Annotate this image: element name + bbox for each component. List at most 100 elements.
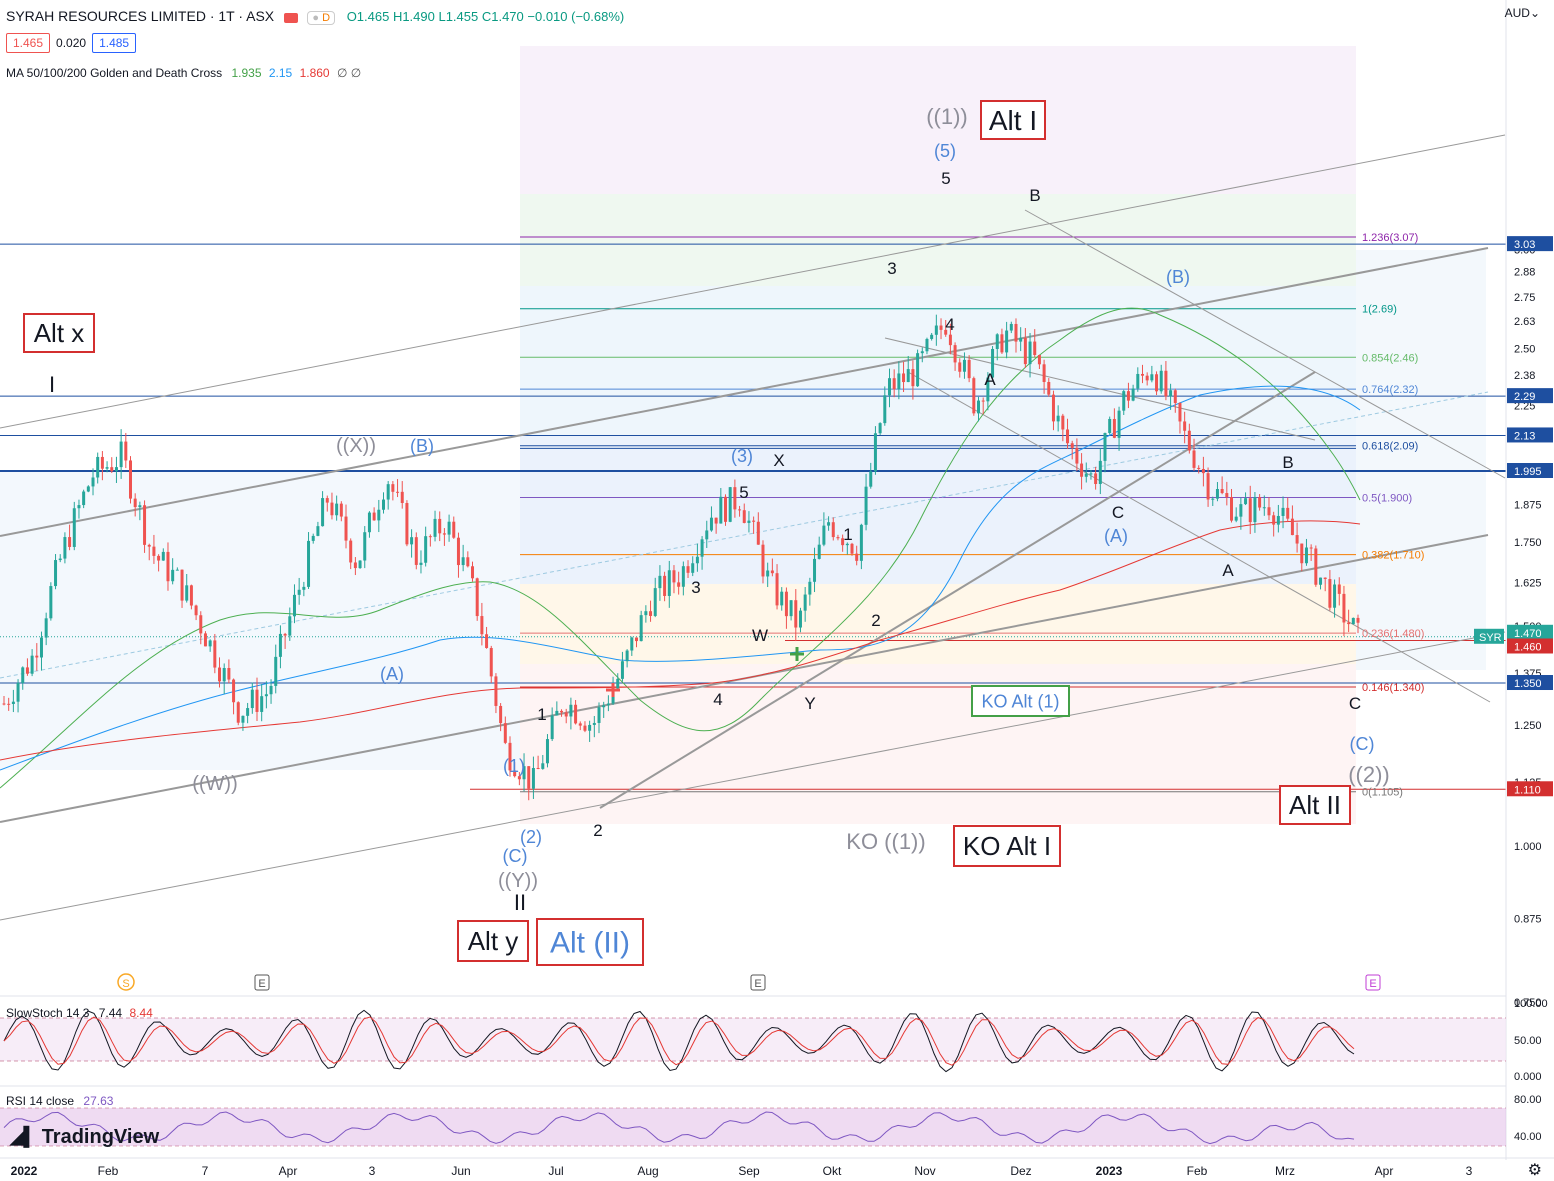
chart-header: SYRAH RESOURCES LIMITED · 1T · ASX ● D O… — [6, 8, 624, 25]
candle-body — [859, 524, 863, 561]
candle-body — [325, 498, 329, 503]
event-marker — [1365, 974, 1381, 991]
y-tick-label: 1.625 — [1514, 577, 1542, 589]
stoch-legend[interactable]: SlowStoch 14 3 7.44 8.44 — [6, 1006, 153, 1020]
candle-body — [634, 637, 638, 642]
candle-body — [920, 351, 924, 354]
candle-body — [292, 594, 296, 617]
candle-body — [602, 705, 606, 708]
candle-body — [1000, 334, 1004, 353]
boxed-label-text: Alt y — [468, 926, 519, 956]
candle-body — [232, 679, 236, 703]
candle-body — [250, 689, 254, 709]
time-tick-label: Apr — [279, 1164, 298, 1178]
candle-body — [316, 526, 320, 536]
ask-price[interactable]: 1.485 — [92, 33, 137, 53]
candle-body — [466, 557, 470, 567]
candle-body — [330, 502, 334, 516]
tradingview-logo[interactable]: ◢▍ TradingView — [10, 1126, 160, 1148]
candle-body — [1304, 547, 1308, 564]
price-axis-tag — [1507, 463, 1553, 478]
time-tick-label: Feb — [1187, 1164, 1208, 1178]
candle-body — [274, 656, 278, 686]
candle-body — [639, 615, 643, 642]
candle-body — [7, 703, 11, 705]
candle-body — [447, 521, 451, 535]
candle-body — [96, 456, 100, 478]
y-tick-label: 0.875 — [1514, 913, 1542, 925]
time-tick-label: Apr — [1375, 1164, 1394, 1178]
candle-body — [396, 491, 400, 493]
candle-body — [733, 487, 737, 510]
boxed-label-text: KO Alt I — [963, 831, 1051, 861]
candle-body — [391, 484, 395, 492]
candle-body — [1215, 489, 1219, 499]
candle-body — [672, 570, 676, 583]
candle-body — [869, 471, 873, 487]
candle-body — [649, 611, 653, 616]
candle-body — [367, 512, 371, 533]
gear-icon[interactable]: ⚙ — [1527, 1162, 1542, 1179]
candle-body — [386, 484, 390, 500]
rsi-pane — [0, 1107, 1506, 1147]
candle-body — [339, 503, 343, 517]
candle-body — [236, 702, 240, 723]
candle-body — [958, 362, 962, 372]
spread-value: 0.020 — [56, 36, 87, 50]
y-tick-label: 2.88 — [1514, 267, 1535, 279]
candle-body — [1122, 391, 1126, 411]
candle-body — [555, 710, 559, 716]
candle-body — [536, 767, 540, 769]
data-flag-badge[interactable]: ● D — [307, 11, 336, 25]
candle-body — [344, 516, 348, 541]
candle-body — [588, 724, 592, 731]
candle-body — [1300, 543, 1304, 564]
rsi-legend[interactable]: RSI 14 close 27.63 — [6, 1094, 113, 1108]
candle-body — [667, 570, 671, 596]
candle-body — [705, 530, 709, 540]
flag-icon[interactable] — [283, 12, 298, 23]
price-axis-tag — [1507, 388, 1553, 404]
boxed-label-text: Alt I — [989, 105, 1037, 136]
wave-label: (3) — [731, 446, 753, 466]
wave-label: (C) — [1350, 734, 1375, 754]
candle-body — [16, 682, 20, 702]
bid-price[interactable]: 1.465 — [6, 33, 51, 53]
ma100-line — [0, 385, 1361, 771]
y-tick-label: 1.750 — [1514, 537, 1542, 549]
candle-body — [658, 575, 662, 589]
ma-label: MA 50/100/200 Golden and Death Cross — [6, 66, 223, 80]
stoch-d-value: 8.44 — [129, 1006, 153, 1020]
candle-body — [1286, 507, 1290, 519]
candle-body — [709, 517, 713, 531]
candle-body — [335, 503, 339, 516]
ma-legend[interactable]: MA 50/100/200 Golden and Death Cross 1.9… — [6, 66, 361, 80]
ma100-value: 2.15 — [268, 66, 293, 80]
candle-body — [377, 509, 381, 521]
candle-body — [1061, 415, 1065, 430]
candle-body — [616, 678, 620, 689]
candle-body — [461, 557, 465, 566]
candle-body — [485, 634, 489, 649]
time-tick-label: Mrz — [1275, 1164, 1295, 1178]
candle-body — [133, 498, 137, 508]
stoch-axis-ticks: 100.00 50.00 0.000 — [1514, 998, 1548, 1083]
candle-body — [522, 766, 526, 780]
candle-body — [569, 704, 573, 717]
wave-label: KO ((1)) — [846, 829, 925, 854]
candle-body — [11, 701, 15, 704]
wave-label: (C) — [503, 846, 528, 866]
candle-body — [902, 373, 906, 383]
ma200-line — [0, 520, 1361, 761]
cross-markers — [606, 647, 804, 697]
boxed-labels: Alt x Alt I Alt y Alt (II) KO Alt I KO Alt (1… — [23, 100, 1351, 966]
candle-body — [105, 467, 109, 469]
candle-body — [503, 723, 507, 743]
symbol-title[interactable]: SYRAH RESOURCES LIMITED · 1T · ASX — [6, 8, 275, 24]
candle-body — [400, 491, 404, 504]
currency-selector[interactable]: AUD⌄ — [1504, 6, 1540, 20]
wave-label: X — [773, 451, 784, 470]
candle-body — [1234, 516, 1238, 521]
